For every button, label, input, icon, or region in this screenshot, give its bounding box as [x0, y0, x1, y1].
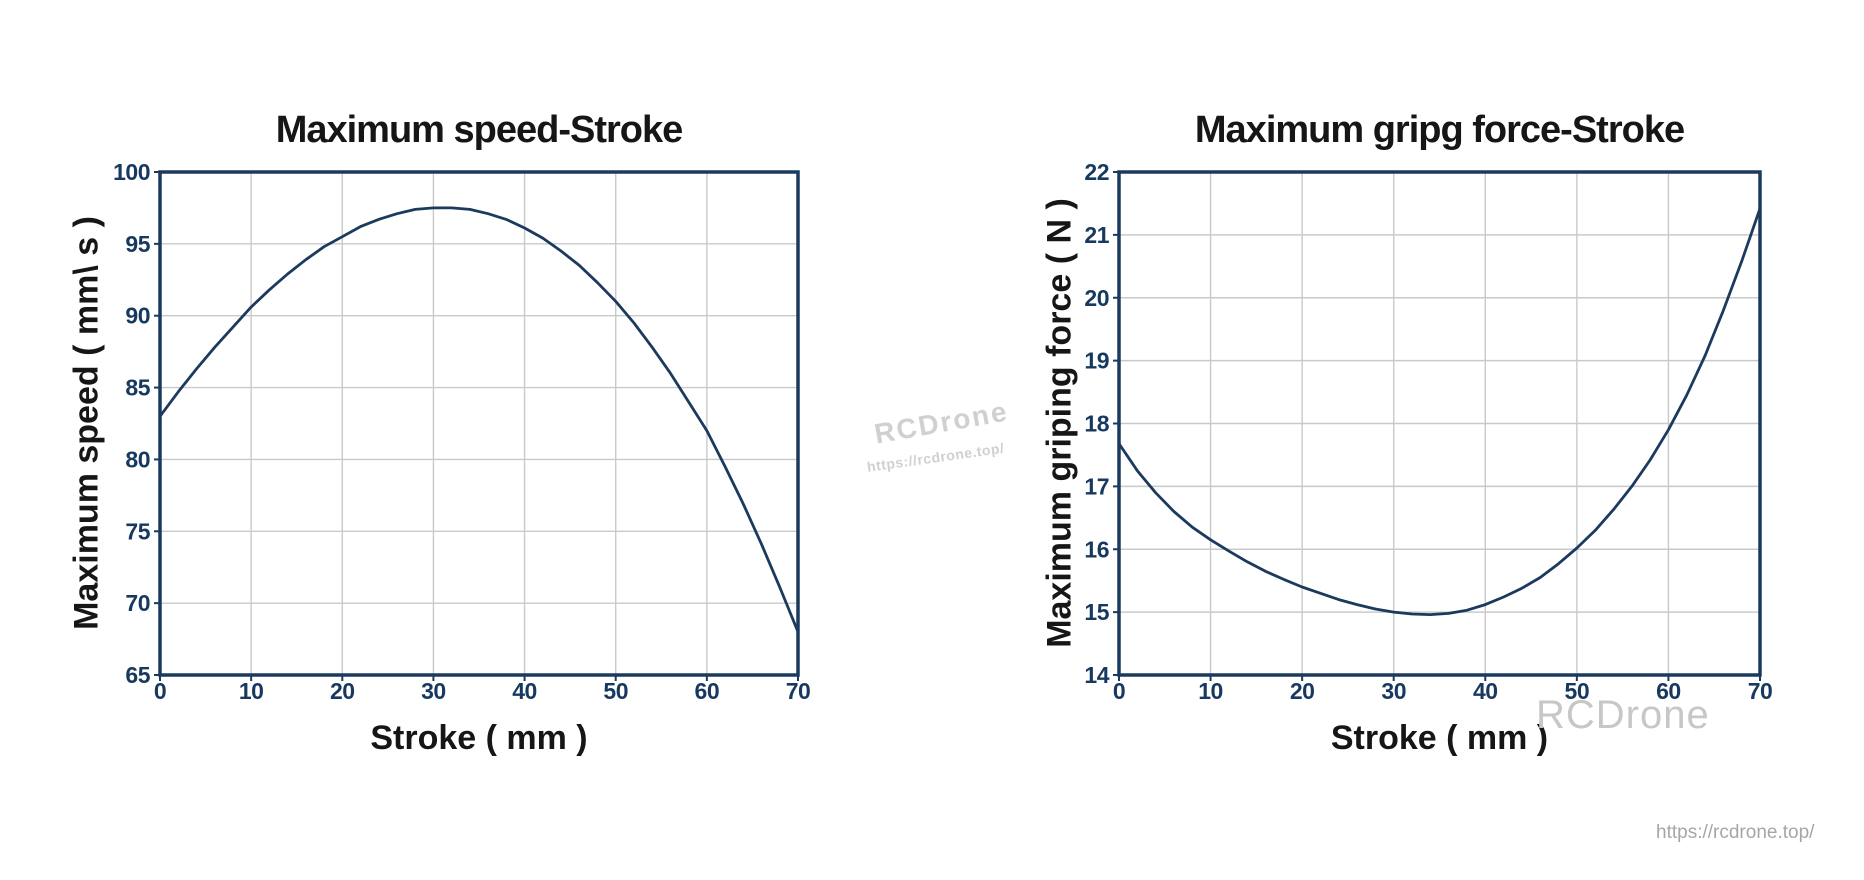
- x-tick-label: 30: [1381, 678, 1406, 704]
- x-tick-label: 30: [421, 678, 446, 704]
- left-chart-y-axis-label: Maximum speed ( mm\ s ): [67, 216, 106, 630]
- x-tick-label: 40: [1473, 678, 1498, 704]
- x-tick-label: 50: [603, 678, 628, 704]
- y-tick-label: 80: [125, 446, 150, 472]
- y-tick-label: 15: [1084, 599, 1109, 625]
- y-tick-label: 85: [125, 375, 150, 401]
- watermark-brand-right: RCDrone: [1536, 693, 1710, 737]
- y-tick-label: 95: [125, 231, 150, 257]
- y-tick-label: 100: [113, 159, 150, 185]
- right-chart-x-axis-label: Stroke ( mm ): [1330, 719, 1549, 757]
- y-tick-label: 17: [1084, 473, 1109, 499]
- x-tick-label: 20: [330, 678, 355, 704]
- x-tick-label: 0: [154, 678, 166, 704]
- y-tick-label: 19: [1084, 348, 1109, 374]
- x-tick-label: 10: [239, 678, 264, 704]
- left-chart-x-axis-label: Stroke ( mm ): [370, 719, 588, 757]
- x-tick-label: 50: [1565, 678, 1590, 704]
- watermark-url-corner: https://rcdrone.top/: [1656, 822, 1815, 843]
- y-tick-label: 22: [1084, 159, 1109, 185]
- x-tick-label: 40: [512, 678, 537, 704]
- x-tick-label: 60: [1656, 678, 1681, 704]
- right-chart-title: Maximum gripg force-Stroke: [1194, 109, 1685, 151]
- y-tick-label: 70: [125, 590, 150, 616]
- y-tick-label: 16: [1084, 536, 1109, 562]
- left-chart-title: Maximum speed-Stroke: [275, 109, 684, 151]
- data-curve: [158, 206, 800, 634]
- y-tick-label: 90: [125, 303, 150, 329]
- y-tick-label: 75: [125, 518, 150, 544]
- plot-border: [1117, 170, 1762, 677]
- y-tick-label: 14: [1084, 662, 1109, 688]
- y-tick-label: 18: [1084, 411, 1109, 437]
- data-curve: [1117, 207, 1762, 616]
- y-tick-label: 20: [1084, 285, 1109, 311]
- y-tick-label: 21: [1084, 222, 1109, 248]
- x-tick-label: 70: [786, 678, 811, 704]
- right-chart-y-axis-label: Maximum griping force ( N ): [1040, 198, 1079, 648]
- plot-border: [158, 170, 800, 677]
- x-tick-label: 0: [1113, 678, 1125, 704]
- y-tick-label: 65: [125, 662, 150, 688]
- x-tick-label: 20: [1290, 678, 1315, 704]
- x-tick-label: 10: [1198, 678, 1223, 704]
- x-tick-label: 70: [1748, 678, 1773, 704]
- x-tick-label: 60: [695, 678, 720, 704]
